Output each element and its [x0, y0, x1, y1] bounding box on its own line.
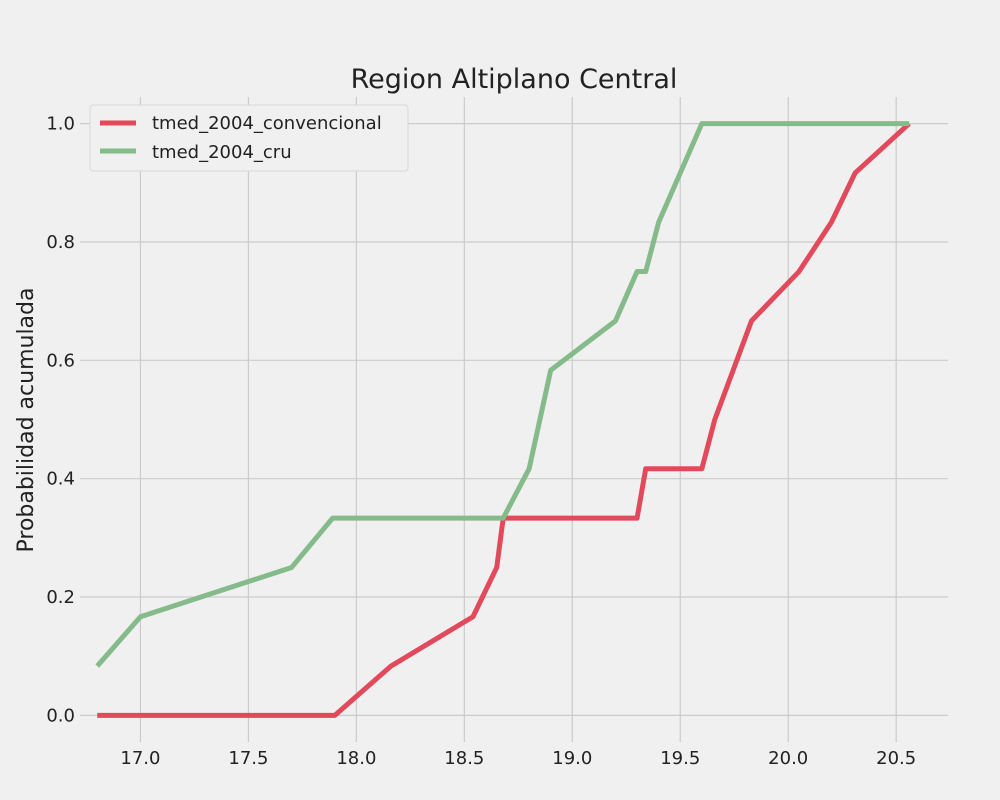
x-tick-label: 19.5 — [660, 748, 700, 769]
legend: tmed_2004_convencional tmed_2004_cru — [89, 104, 409, 172]
x-tick-label: 17.5 — [228, 748, 268, 769]
y-axis-label: Probabilidad acumulada — [14, 288, 39, 553]
legend-box — [89, 104, 409, 172]
x-tick-label: 20.0 — [768, 748, 808, 769]
x-tick-label: 18.0 — [336, 748, 376, 769]
x-tick-label: 19.0 — [552, 748, 592, 769]
x-tick-labels: 17.0 17.5 18.0 18.5 19.0 19.5 20.0 20.5 — [120, 748, 916, 769]
plot-area — [80, 97, 948, 742]
y-tick-labels: 0.0 0.2 0.4 0.6 0.8 1.0 — [46, 114, 75, 727]
series-lines — [95, 121, 911, 718]
series-line-tmed_2004_convencional — [97, 121, 911, 718]
series-line-tmed_2004_cru — [95, 121, 910, 668]
chart-title: Region Altiplano Central — [351, 64, 678, 95]
x-tick-label: 17.0 — [120, 748, 160, 769]
y-tick-label: 0.6 — [46, 350, 75, 371]
legend-label-convencional: tmed_2004_convencional — [152, 113, 382, 134]
y-tick-label: 0.4 — [46, 469, 75, 490]
y-tick-label: 0.2 — [46, 587, 75, 608]
y-tick-label: 1.0 — [46, 114, 75, 135]
x-tick-label: 20.5 — [876, 748, 916, 769]
y-tick-label: 0.8 — [46, 232, 75, 253]
legend-label-cru: tmed_2004_cru — [152, 142, 292, 163]
y-tick-label: 0.0 — [46, 705, 75, 726]
x-tick-label: 18.5 — [444, 748, 484, 769]
